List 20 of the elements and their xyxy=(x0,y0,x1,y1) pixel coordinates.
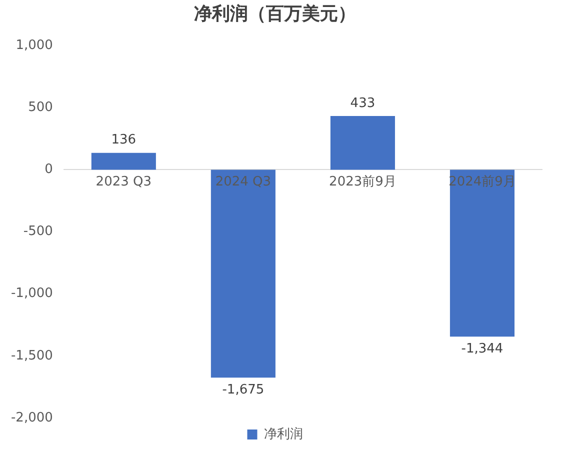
x-tick-label: 2023前9月 xyxy=(329,174,396,190)
data-label: -1,344 xyxy=(461,341,504,356)
chart-title: 净利润（百万美元） xyxy=(194,3,356,24)
bar xyxy=(91,152,156,170)
y-tick-label: -1,500 xyxy=(10,348,53,364)
data-label: -1,675 xyxy=(222,382,264,398)
y-tick-label: -2,000 xyxy=(10,410,53,426)
bar xyxy=(330,116,395,170)
x-tick-label: 2024 Q3 xyxy=(215,174,272,190)
y-tick-label: 0 xyxy=(44,162,53,178)
data-label: 136 xyxy=(111,132,136,148)
y-tick-label: 500 xyxy=(28,100,53,116)
y-tick-label: 1,000 xyxy=(16,38,53,53)
bar xyxy=(210,170,276,378)
data-label: 433 xyxy=(350,96,376,111)
bar xyxy=(450,170,515,337)
legend-label: 净利润 xyxy=(264,426,303,442)
y-tick-label: -1,000 xyxy=(10,286,53,302)
x-tick-label: 2023 Q3 xyxy=(96,174,152,190)
y-tick-label: -500 xyxy=(23,224,53,240)
